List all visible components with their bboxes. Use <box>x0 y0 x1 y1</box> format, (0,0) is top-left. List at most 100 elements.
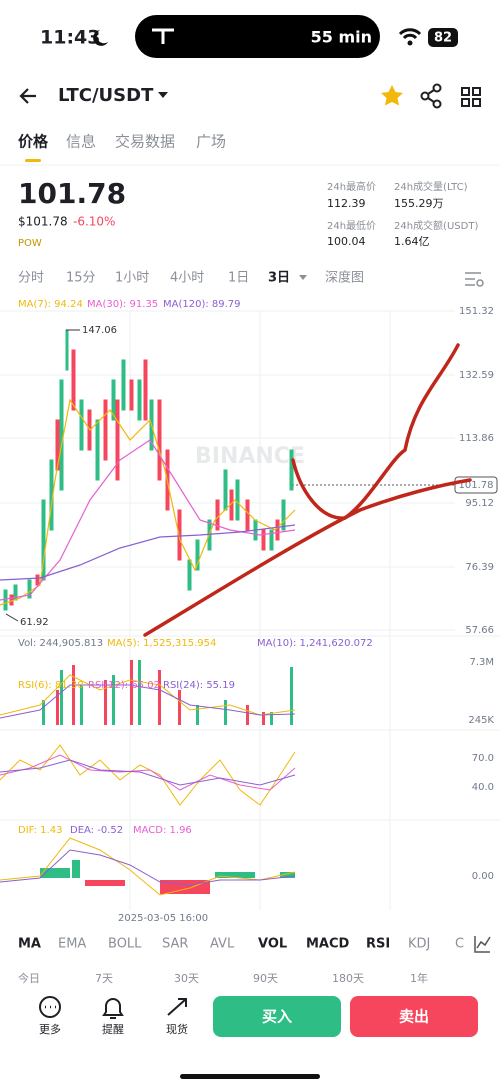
vol-ma-label: MA(5): 1,525,315.954 <box>107 638 216 649</box>
alert-icon[interactable] <box>102 998 124 1019</box>
battery-level: 82 <box>434 31 452 46</box>
buy-button[interactable] <box>213 996 341 1037</box>
axis-label: 95.12 <box>465 498 494 509</box>
indicator[interactable]: SAR <box>162 937 188 952</box>
stat-label: 24h最高价 <box>327 180 376 193</box>
dynamic-island <box>135 15 380 58</box>
period: 180天 <box>332 972 364 985</box>
tab[interactable]: 价格 <box>18 133 49 151</box>
indicator[interactable]: MA <box>18 937 41 952</box>
vol-label: Vol: 244,905.813 <box>18 638 103 649</box>
volume-down <box>56 660 265 725</box>
tag: POW <box>18 238 42 249</box>
axis-label: 40.0 <box>472 782 494 793</box>
stat-label: 24h成交额(USDT) <box>394 219 478 232</box>
candles-down <box>9 349 280 606</box>
activity-timer: 55 min <box>311 28 372 47</box>
ma-label: MA(7): 94.24 <box>18 299 83 310</box>
period: 7天 <box>95 972 113 985</box>
tab[interactable]: 交易数据 <box>115 133 175 151</box>
interval[interactable]: 1小时 <box>115 271 149 286</box>
back-button[interactable] <box>19 88 36 104</box>
rsi12-line <box>0 754 296 791</box>
more-icon[interactable] <box>39 996 61 1018</box>
axis-label: 76.39 <box>465 562 494 573</box>
sell-button[interactable] <box>350 996 478 1037</box>
rsi-label: RSI(6): 81.30 <box>18 680 84 691</box>
indicator[interactable]: KDJ <box>408 937 430 952</box>
indicator[interactable]: BOLL <box>108 937 142 952</box>
indicator[interactable]: C <box>455 937 464 952</box>
macd-label: DIF: 1.43 <box>18 825 62 836</box>
home-indicator <box>180 1074 320 1079</box>
indicator[interactable]: VOL <box>258 937 287 952</box>
interval-selected[interactable]: 3日 <box>268 271 290 286</box>
interval[interactable]: 4小时 <box>170 271 204 286</box>
favorite-star[interactable] <box>381 85 403 106</box>
buy-label[interactable]: 买入 <box>262 1008 292 1026</box>
period: 1年 <box>410 971 428 985</box>
axis-label: 245K <box>468 715 494 726</box>
axis-label: 113.86 <box>459 433 494 444</box>
stat-label: 24h最低价 <box>327 219 376 232</box>
crosshair-date: 2025-03-05 16:00 <box>118 913 208 924</box>
clock: 11:43 <box>40 27 100 49</box>
action-label[interactable]: 现货 <box>166 1022 188 1036</box>
period: 30天 <box>174 972 199 985</box>
stat-value: 100.04 <box>327 235 366 248</box>
ma-label: MA(30): 91.35 <box>87 299 158 310</box>
interval-dropdown[interactable] <box>299 275 307 280</box>
volume-up <box>42 660 293 725</box>
wifi-dot <box>407 40 413 46</box>
hand-drawn-projection <box>291 343 460 520</box>
watermark: BINANCE <box>195 444 305 469</box>
macd-positive <box>40 860 295 878</box>
ma120-line <box>0 524 296 581</box>
period: 90天 <box>253 972 278 985</box>
candles-up <box>3 329 294 611</box>
layout-button[interactable] <box>461 87 481 107</box>
vol-ma-line <box>0 684 296 719</box>
tab-indicator <box>25 159 41 162</box>
indicator[interactable]: RSI <box>366 937 390 952</box>
tab[interactable]: 广场 <box>196 133 226 151</box>
macd-label: MACD: 1.96 <box>133 825 192 836</box>
interval[interactable]: 15分 <box>66 271 96 286</box>
indicator-settings[interactable] <box>474 936 491 953</box>
interval[interactable]: 分时 <box>18 271 44 286</box>
indicator[interactable]: MACD <box>306 937 350 952</box>
battery <box>428 28 458 47</box>
dif-line <box>0 837 296 896</box>
grid <box>0 310 500 910</box>
ma7-line <box>0 398 296 606</box>
indicator[interactable]: AVL <box>210 937 235 952</box>
rsi6-line <box>0 744 296 806</box>
tab[interactable]: 信息 <box>66 133 96 151</box>
low-label: 61.92 <box>20 617 49 628</box>
vol-ma-label: MA(10): 1,241,620.072 <box>257 638 373 649</box>
rsi24-line <box>0 759 296 786</box>
axis-label: 70.0 <box>472 753 494 764</box>
stat-value: 155.29万 <box>394 197 444 210</box>
chart-settings[interactable] <box>465 272 484 287</box>
spot-icon[interactable] <box>167 998 187 1016</box>
stat-value: 1.64亿 <box>394 235 430 248</box>
pair-dropdown[interactable] <box>158 92 168 98</box>
interval[interactable]: 深度图 <box>325 270 364 286</box>
axis-label: 0.00 <box>472 871 494 882</box>
action-label[interactable]: 提醒 <box>102 1023 124 1036</box>
period: 今日 <box>18 971 40 985</box>
rsi-label: RSI(12): 65.02 <box>88 680 160 691</box>
low-marker <box>5 613 19 622</box>
car-icon <box>152 28 174 44</box>
indicator[interactable]: EMA <box>58 937 86 952</box>
action-label[interactable]: 更多 <box>39 1022 61 1036</box>
pair-title[interactable]: LTC/USDT <box>58 85 154 106</box>
last-price: 101.78 <box>18 177 126 210</box>
interval[interactable]: 1日 <box>228 271 249 286</box>
sell-label[interactable]: 卖出 <box>399 1008 429 1026</box>
share-button[interactable] <box>420 83 442 109</box>
stat-label: 24h成交量(LTC) <box>394 180 468 193</box>
ma-label: MA(120): 89.79 <box>163 299 241 310</box>
